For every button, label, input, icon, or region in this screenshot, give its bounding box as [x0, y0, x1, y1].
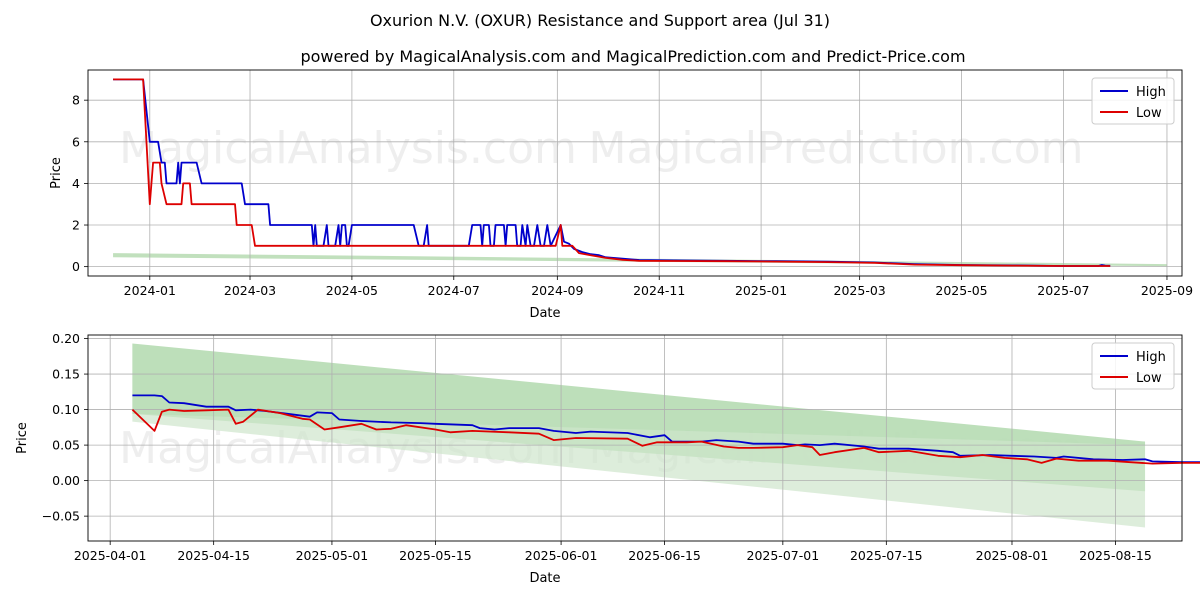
bottom-support-band-2 — [132, 413, 1146, 528]
top-series-low-line — [113, 78, 1111, 267]
top-watermark-2: MagicalPrediction.com — [589, 123, 1084, 174]
top-watermark-1: MagicalAnalysis.com — [119, 123, 577, 174]
chart-subtitle: powered by MagicalAnalysis.com and Magic… — [300, 47, 965, 66]
bottom-x-tick-label: 2025-07-15 — [850, 548, 923, 563]
chart-title: Oxurion N.V. (OXUR) Resistance and Suppo… — [370, 11, 830, 30]
bottom-legend-high-label: High — [1136, 350, 1166, 365]
top-y-axis-label: Price — [49, 157, 64, 189]
top-y-tick-label: 8 — [72, 93, 80, 108]
top-x-tick-label: 2025-09 — [1141, 283, 1193, 298]
bottom-y-tick-label: 0.00 — [52, 473, 80, 488]
bottom-y-tick-label: 0.15 — [52, 367, 80, 382]
bottom-x-tick-label: 2025-04-15 — [177, 548, 250, 563]
top-legend-low-label: Low — [1136, 106, 1162, 121]
top-x-tick-label: 2025-01 — [735, 283, 787, 298]
bottom-y-tick-label: 0.10 — [52, 402, 80, 417]
bottom-x-tick-label: 2025-06-15 — [628, 548, 701, 563]
top-x-tick-label: 2024-05 — [326, 283, 378, 298]
top-x-tick-label: 2024-01 — [124, 283, 176, 298]
top-x-tick-label: 2025-07 — [1037, 283, 1089, 298]
bottom-x-tick-label: 2025-06-01 — [525, 548, 598, 563]
top-x-tick-label: 2024-09 — [531, 283, 583, 298]
top-x-axis-label: Date — [529, 306, 560, 321]
bottom-x-tick-label: 2025-04-01 — [74, 548, 147, 563]
top-y-tick-label: 0 — [72, 259, 80, 274]
bottom-y-tick-label: 0.20 — [52, 331, 80, 346]
top-y-tick-label: 4 — [72, 176, 80, 191]
bottom-axes-frame — [87, 334, 1183, 542]
top-series-high-line — [113, 78, 1111, 267]
bottom-y-tick-label: 0.05 — [52, 438, 80, 453]
top-x-tick-label: 2024-11 — [633, 283, 685, 298]
top-chart-panel: MagicalAnalysis.com MagicalPrediction.com… — [49, 69, 1193, 321]
top-axes-frame — [87, 69, 1183, 277]
bottom-series-low-line — [131, 408, 1200, 465]
bottom-x-tick-label: 2025-08-15 — [1079, 548, 1152, 563]
top-y-tick-label: 2 — [72, 218, 80, 233]
top-legend-high-label: High — [1136, 85, 1166, 100]
bottom-y-tick-label: −0.05 — [42, 509, 80, 524]
top-x-tick-label: 2025-03 — [834, 283, 886, 298]
top-y-tick-label: 6 — [72, 134, 80, 149]
bottom-x-axis-label: Date — [529, 571, 560, 586]
bottom-legend-low-label: Low — [1136, 371, 1162, 386]
top-x-tick-label: 2025-05 — [935, 283, 987, 298]
bottom-x-tick-label: 2025-07-01 — [747, 548, 820, 563]
bottom-x-tick-label: 2025-08-01 — [976, 548, 1049, 563]
top-x-tick-label: 2024-03 — [224, 283, 276, 298]
bottom-chart-panel: MagicalAnalysis.comMagicalPrediction.com… — [15, 331, 1200, 586]
top-x-tick-label: 2024-07 — [428, 283, 480, 298]
bottom-x-tick-label: 2025-05-15 — [399, 548, 472, 563]
bottom-y-axis-label: Price — [15, 422, 30, 454]
bottom-x-tick-label: 2025-05-01 — [296, 548, 369, 563]
